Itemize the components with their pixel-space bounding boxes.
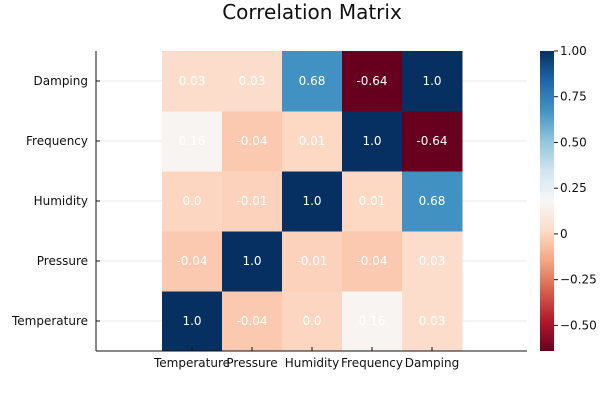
cell-value-label: 1.0 [302,194,321,208]
heatmap-cell-temperature-pressure [222,291,283,352]
cell-value-label: 0.03 [419,314,446,328]
cell-value-label: 0.01 [299,134,326,148]
heatmap-cell-pressure-damping [402,231,463,292]
heatmap-cell-humidity-damping [402,171,463,232]
y-tick-label-frequency: Frequency [26,134,88,148]
y-tick-label-pressure: Pressure [37,254,88,268]
cell-value-label: 1.0 [182,314,201,328]
cell-value-label: 0.01 [359,194,386,208]
cell-value-label: 1.0 [362,134,381,148]
heatmap-cell-pressure-humidity [282,231,343,292]
cell-value-label: -0.64 [416,134,447,148]
heatmap-cell-damping-humidity [282,51,343,112]
cell-value-label: 0.0 [302,314,321,328]
cell-value-label: 0.16 [359,314,386,328]
cell-value-label: 1.0 [242,254,261,268]
cell-value-label: -0.04 [356,254,387,268]
y-tick-label-temperature: Temperature [11,314,88,328]
heatmap-cell-pressure-temperature [162,231,223,292]
heatmap-cell-pressure-frequency [342,231,403,292]
x-tick-label-pressure: Pressure [226,356,277,370]
heatmap-cell-frequency-damping [402,111,463,172]
heatmap-cell-temperature-humidity [282,291,343,352]
colorbar-tick-label: 0 [560,227,568,241]
heatmap-cell-humidity-pressure [222,171,283,232]
cell-value-label: -0.01 [296,254,327,268]
x-tick-label-frequency: Frequency [341,356,403,370]
cell-value-label: -0.64 [356,74,387,88]
colorbar-tick-label: 0.75 [560,90,587,104]
colorbar-gradient [540,51,554,351]
x-tick-label-damping: Damping [405,356,459,370]
heatmap-cell-pressure-pressure [222,231,283,292]
heatmap-cell-labels: 1.0 -0.04 0.0 0.16 0.03 -0.04 1.0 -0.01 -0.04 0.0… [176,74,447,328]
cell-value-label: 0.03 [239,74,266,88]
heatmap-cell-temperature-frequency [342,291,403,352]
heatmap-cell-frequency-pressure [222,111,283,172]
heatmap-cell-damping-temperature [162,51,223,112]
x-tick-label-humidity: Humidity [285,356,339,370]
colorbar-tick-label: 0.50 [560,135,587,149]
heatmap-cell-temperature-damping [402,291,463,352]
colorbar-tick-label: 1.00 [560,44,587,58]
chart-title: Correlation Matrix [222,0,402,24]
heatmap-cell-damping-frequency [342,51,403,112]
cell-value-label: -0.04 [236,134,267,148]
y-axis-ticks: Temperature Pressure Humidity Frequency Damp… [11,74,100,328]
cell-value-label: -0.04 [236,314,267,328]
heatmap-cells [162,51,463,352]
y-tick-label-humidity: Humidity [34,194,88,208]
cell-value-label: 0.16 [179,134,206,148]
colorbar-tick-label: −0.50 [560,318,597,332]
cell-value-label: -0.01 [236,194,267,208]
cell-value-label: 0.03 [179,74,206,88]
colorbar: 1.00 0.75 0.50 0.25 0 −0.25 −0.50 [540,44,597,351]
heatmap-cell-damping-pressure [222,51,283,112]
heatmap-cell-humidity-frequency [342,171,403,232]
x-tick-label-temperature: Temperature [153,356,230,370]
cell-value-label: 1.0 [422,74,441,88]
cell-value-label: 0.68 [299,74,326,88]
heatmap-cell-damping-damping [402,51,463,112]
heatmap-cell-temperature-temperature [162,291,223,352]
cell-value-label: -0.04 [176,254,207,268]
heatmap-cell-frequency-temperature [162,111,223,172]
cell-value-label: 0.03 [419,254,446,268]
cell-value-label: 0.68 [419,194,446,208]
heatmap-cell-frequency-humidity [282,111,343,172]
y-tick-label-damping: Damping [34,74,88,88]
heatmap-cell-humidity-humidity [282,171,343,232]
cell-value-label: 0.0 [182,194,201,208]
colorbar-tick-label: 0.25 [560,181,587,195]
heatmap-cell-frequency-frequency [342,111,403,172]
heatmap-cell-humidity-temperature [162,171,223,232]
colorbar-tick-label: −0.25 [560,273,597,287]
